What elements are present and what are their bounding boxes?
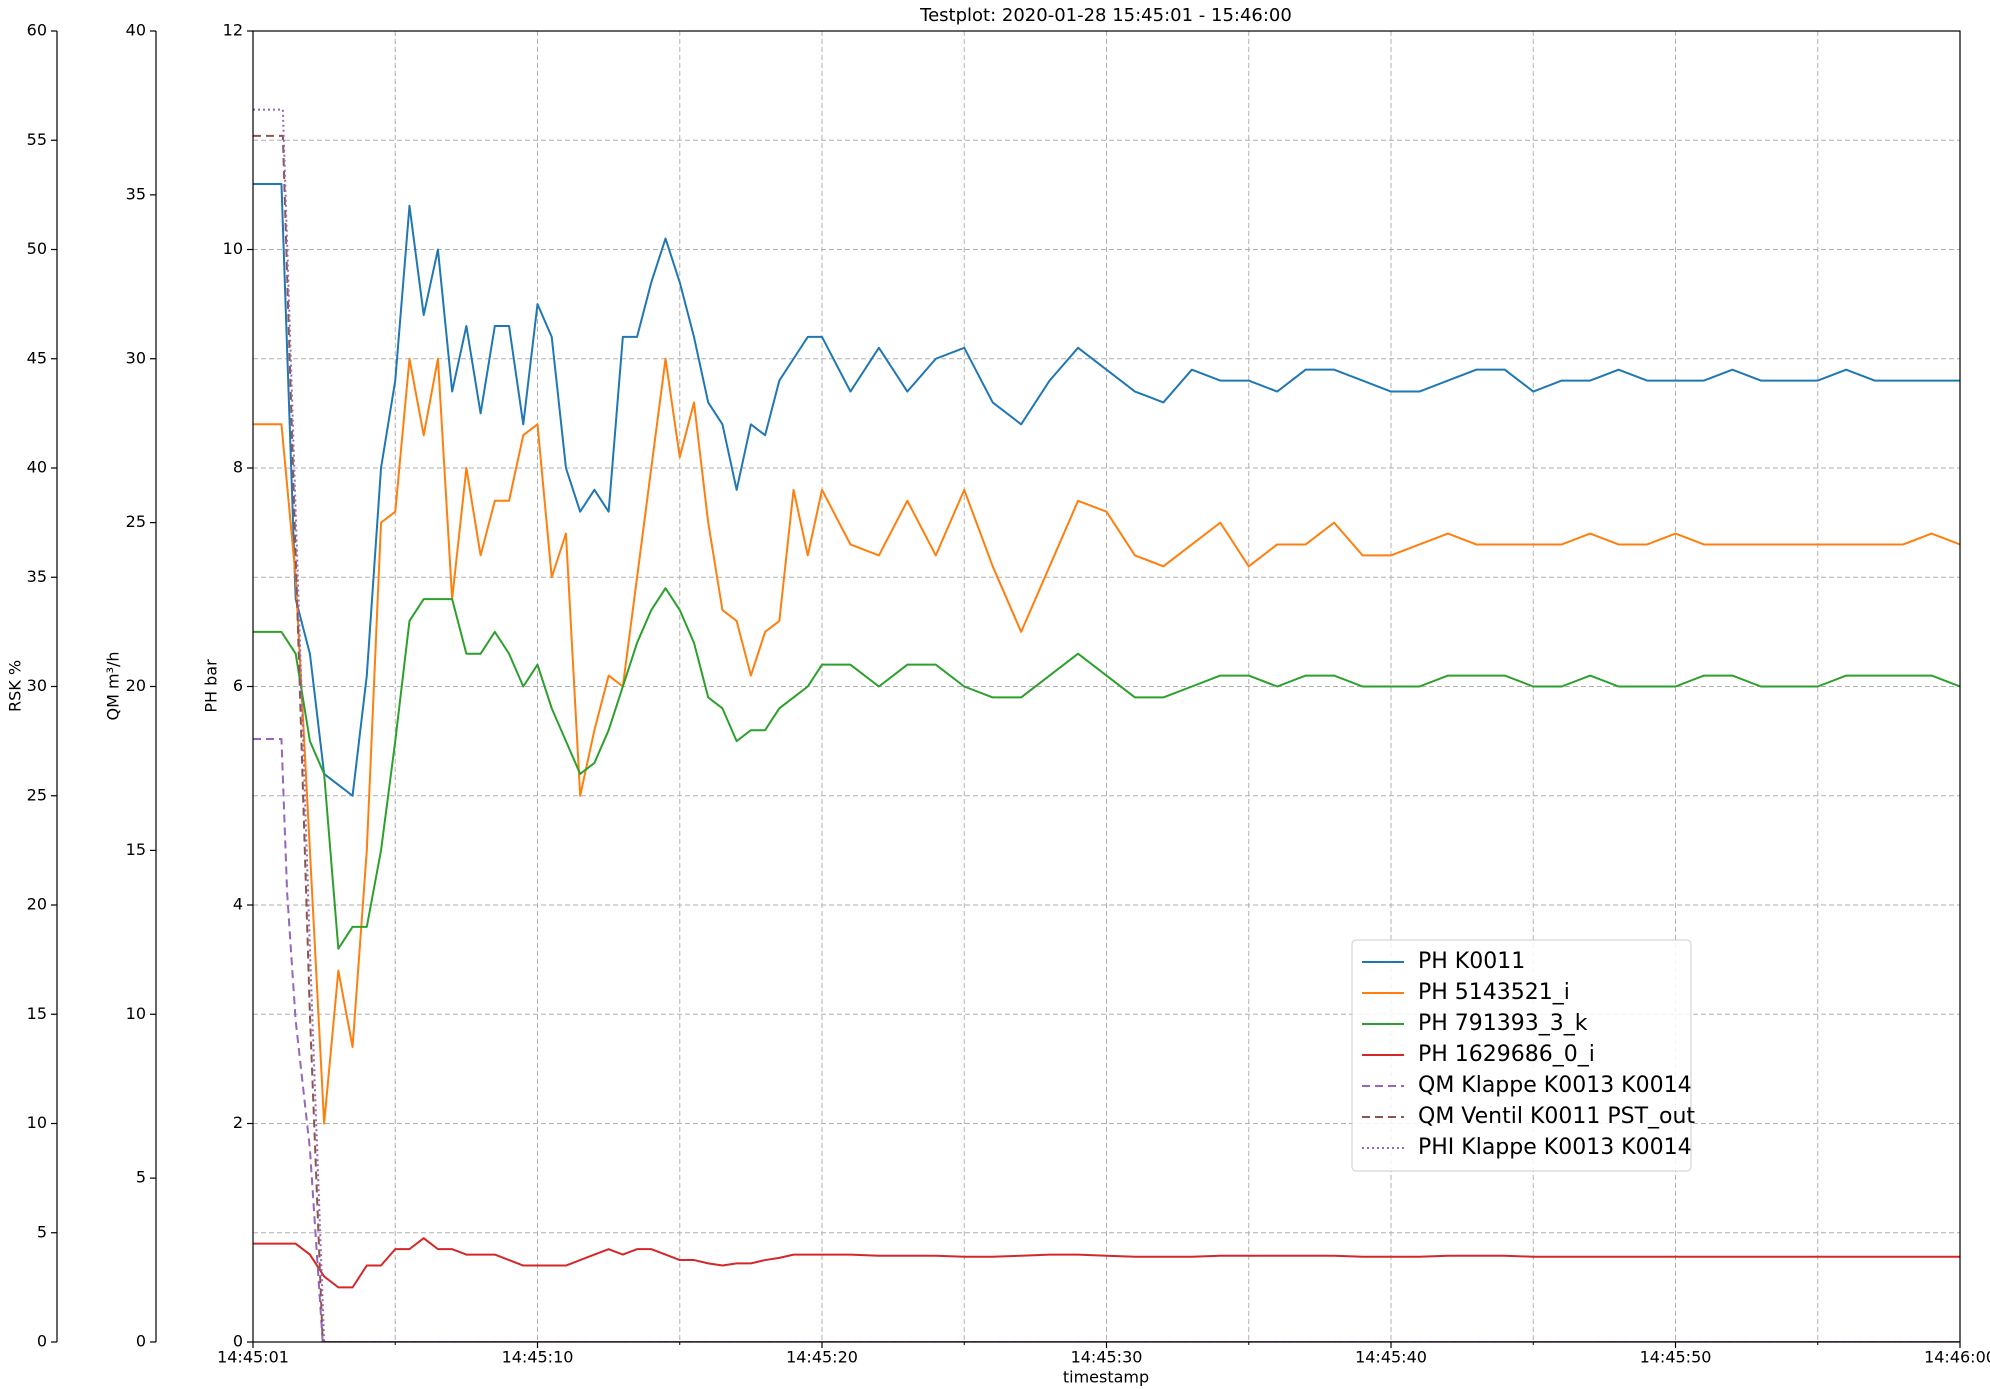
y2-tick-label: 5	[136, 1168, 146, 1187]
y2-tick-label: 10	[126, 1004, 146, 1023]
y3-tick-label: 35	[27, 567, 47, 586]
y2-tick-label: 35	[126, 184, 146, 203]
x-tick-label: 14:46:00	[1924, 1348, 1990, 1367]
chart-title: Testplot: 2020-01-28 15:45:01 - 15:46:00	[919, 5, 1292, 26]
legend-label: PH K0011	[1418, 949, 1525, 974]
y-tick-label: 12	[223, 21, 243, 40]
line-series	[253, 737, 1960, 1342]
y-tick-label: 0	[233, 1332, 243, 1351]
y3-axis-label: RSK %	[6, 660, 25, 712]
grid	[252, 30, 1961, 1343]
x-tick-label: 14:45:50	[1640, 1348, 1712, 1367]
legend-label: PHI Klappe K0013 K0014	[1418, 1135, 1692, 1160]
y3-tick-label: 5	[37, 1222, 47, 1241]
y2-tick-label: 20	[126, 676, 146, 695]
y3-tick-label: 60	[27, 21, 47, 40]
y3-tick-label: 40	[27, 458, 47, 477]
y2-axis-label: QM m³/h	[104, 651, 123, 720]
x-tick-label: 14:45:01	[217, 1348, 289, 1367]
y-axis-label: PH bar	[202, 659, 221, 713]
y3-tick-label: 50	[27, 239, 47, 258]
y3-tick-label: 25	[27, 785, 47, 804]
y2-tick-label: 15	[126, 840, 146, 859]
y3-tick-label: 15	[27, 1004, 47, 1023]
y2-tick-label: 0	[136, 1332, 146, 1351]
y-tick-label: 10	[223, 239, 243, 258]
x-tick-label: 14:45:30	[1071, 1348, 1143, 1367]
y2-tick-label: 30	[126, 348, 146, 367]
legend-label: PH 1629686_0_i	[1418, 1042, 1595, 1067]
legend-box	[1351, 939, 1692, 1172]
y3-tick-label: 30	[27, 676, 47, 695]
y2-tick-label: 40	[126, 21, 146, 40]
y3-tick-label: 10	[27, 1113, 47, 1132]
y-tick-label: 4	[233, 895, 243, 914]
y-tick-label: 6	[233, 676, 243, 695]
legend-label: QM Ventil K0011 PST_out	[1418, 1104, 1695, 1129]
legend-label: PH 791393_3_k	[1418, 1011, 1588, 1036]
axes: 0 2 4 6 8 10 12 0 5 10 15 20 25 30 35 40 0 5 10 15 20 25 30 35 4…	[27, 21, 1990, 1367]
legend-label: QM Klappe K0013 K0014	[1418, 1073, 1692, 1098]
legend: PH K0011 PH 5143521_i PH 791393_3_k PH 1629…	[1351, 939, 1695, 1172]
x-axis-label: timestamp	[1063, 1368, 1149, 1387]
y3-tick-label: 0	[37, 1332, 47, 1351]
y3-tick-label: 45	[27, 348, 47, 367]
line-series	[253, 587, 1960, 950]
line-series	[253, 134, 1960, 1342]
x-tick-label: 14:45:40	[1355, 1348, 1427, 1367]
line-series	[253, 182, 1960, 797]
y3-tick-label: 20	[27, 895, 47, 914]
line-series	[253, 108, 1960, 1342]
legend-label: PH 5143521_i	[1418, 980, 1570, 1005]
plot-lines	[253, 108, 1960, 1342]
line-series	[253, 1237, 1960, 1289]
y3-tick-label: 55	[27, 130, 47, 149]
y2-tick-label: 25	[126, 512, 146, 531]
x-tick-label: 14:45:10	[502, 1348, 574, 1367]
y-tick-label: 8	[233, 458, 243, 477]
x-tick-label: 14:45:20	[786, 1348, 858, 1367]
y-tick-label: 2	[233, 1113, 243, 1132]
line-series	[253, 357, 1960, 1125]
